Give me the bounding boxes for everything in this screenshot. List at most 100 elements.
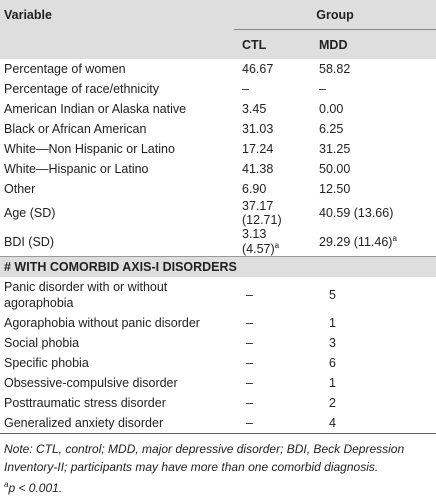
table-row: American Indian or Alaska native 3.45 0.00	[0, 99, 436, 119]
value-text: 6.90	[242, 182, 267, 196]
value-text: 29.29 (11.46)	[319, 235, 393, 250]
cell-value: 5	[305, 277, 436, 313]
table-row: White—Hispanic or Latino 41.38 50.00	[0, 159, 436, 179]
table-row: White—Non Hispanic or Latino 17.24 31.25	[0, 139, 436, 159]
cell-value: –	[234, 353, 305, 373]
value-text: 40.59 (13.66)	[319, 206, 394, 220]
section-title: # WITH COMORBID AXIS-I DISORDERS	[0, 256, 436, 278]
cell-value: 41.38	[234, 159, 305, 179]
value-text: 58.82	[319, 62, 351, 76]
table-row: Black or African American 31.03 6.25	[0, 119, 436, 139]
cell-value: 40.59 (13.66)	[305, 199, 436, 227]
rule	[0, 433, 436, 434]
table-row: BDI (SD) 3.13 (4.57)a 29.29 (11.46)a	[0, 227, 436, 257]
row-label: BDI (SD)	[4, 234, 54, 249]
table-note: Note: CTL, control; MDD, major depressiv…	[0, 434, 436, 497]
value-text: 0.00	[319, 102, 344, 116]
row-label: Posttraumatic stress disorder	[4, 396, 166, 411]
value-text: –	[246, 288, 253, 303]
value-text: 12.50	[319, 182, 351, 196]
cell-value: 3.45	[234, 99, 305, 119]
table: Variable Group CTL MDD Percentage of wom…	[0, 0, 436, 434]
table-row: Obsessive-compulsive disorder – 1	[0, 373, 436, 393]
row-label: Percentage of race/ethnicity	[4, 82, 159, 96]
header-cell: CTL	[234, 29, 305, 59]
header-cell	[0, 29, 234, 59]
value-text: –	[319, 82, 326, 96]
value-text: 4	[329, 416, 336, 431]
superscript: a	[274, 241, 280, 250]
value-text: –	[246, 396, 253, 411]
value-text: 3.45	[242, 102, 267, 116]
cell-value: 46.67	[234, 59, 305, 79]
row-label: Panic disorder with or without agoraphob…	[4, 280, 168, 311]
table-row: Age (SD) 37.17 (12.71) 40.59 (13.66)	[0, 199, 436, 227]
row-label: Age (SD)	[4, 206, 56, 220]
footnote-marker: a	[4, 480, 9, 490]
cell-value: –	[234, 79, 305, 99]
cell-value: 29.29 (11.46)a	[305, 227, 436, 257]
rule	[0, 433, 436, 434]
value-text: 50.00	[319, 162, 351, 176]
value-text: 17.24	[242, 142, 274, 156]
value-text: 5	[329, 288, 336, 303]
row-label: Social phobia	[4, 336, 80, 351]
value-text: –	[246, 416, 253, 431]
cell-value: 12.50	[305, 179, 436, 199]
cell-value: 1	[305, 313, 436, 333]
value-text: 6	[329, 356, 336, 371]
cell-value: 4	[305, 413, 436, 433]
value-text: 31.03	[242, 122, 274, 136]
cell-value: 3.13 (4.57)a	[234, 227, 305, 257]
row-label: White—Non Hispanic or Latino	[4, 142, 175, 156]
value-text: –	[242, 82, 249, 96]
value-text: 1	[329, 316, 336, 331]
row-label: Specific phobia	[4, 356, 89, 371]
table-row: Specific phobia – 6	[0, 353, 436, 373]
cell-value: 50.00	[305, 159, 436, 179]
cell-value: 31.25	[305, 139, 436, 159]
header-cell: MDD	[305, 29, 436, 59]
footnote-text: p < 0.001.	[8, 481, 63, 496]
table-body: Percentage of women 46.67 58.82 Percentage …	[0, 59, 436, 257]
table-row: Other 6.90 12.50	[0, 179, 436, 199]
cell-value: 37.17 (12.71)	[234, 199, 305, 227]
header-cell: Variable	[0, 0, 234, 30]
row-label: Agoraphobia without panic disorder	[4, 316, 200, 331]
table-row: Percentage of women 46.67 58.82	[0, 59, 436, 79]
header-row: Variable Group	[0, 0, 436, 30]
cell-value: 31.03	[234, 119, 305, 139]
superscript: a	[392, 234, 397, 243]
table-row: Posttraumatic stress disorder – 2	[0, 393, 436, 413]
table-row: Panic disorder with or without agoraphob…	[0, 277, 436, 313]
value-text: –	[246, 356, 253, 371]
table-row: Social phobia – 3	[0, 333, 436, 353]
value-text: 31.25	[319, 142, 351, 156]
cell-value: 6.25	[305, 119, 436, 139]
cell-value: 58.82	[305, 59, 436, 79]
footnote: ap < 0.001.	[4, 476, 432, 497]
section-row: # WITH COMORBID AXIS-I DISORDERS	[0, 256, 436, 278]
cell-value: –	[305, 79, 436, 99]
cell-value: –	[234, 333, 305, 353]
value-text: 2	[329, 396, 336, 411]
row-label: Obsessive-compulsive disorder	[4, 376, 178, 391]
cell-value: 6.90	[234, 179, 305, 199]
cell-value: 6	[305, 353, 436, 373]
cell-value: –	[234, 313, 305, 333]
row-label: White—Hispanic or Latino	[4, 162, 149, 176]
cell-value: 3	[305, 333, 436, 353]
table-row: Agoraphobia without panic disorder – 1	[0, 313, 436, 333]
value-text: 37.17 (12.71)	[242, 199, 282, 227]
cell-value: –	[234, 393, 305, 413]
value-text: –	[246, 336, 253, 351]
value-text: 3	[329, 336, 336, 351]
table-row: Generalized anxiety disorder – 4	[0, 413, 436, 433]
row-label: Black or African American	[4, 122, 147, 136]
value-text: –	[246, 316, 253, 331]
cell-value: –	[234, 413, 305, 433]
row-label: Percentage of women	[4, 62, 126, 76]
row-label: American Indian or Alaska native	[4, 102, 187, 116]
cell-value: 17.24	[234, 139, 305, 159]
